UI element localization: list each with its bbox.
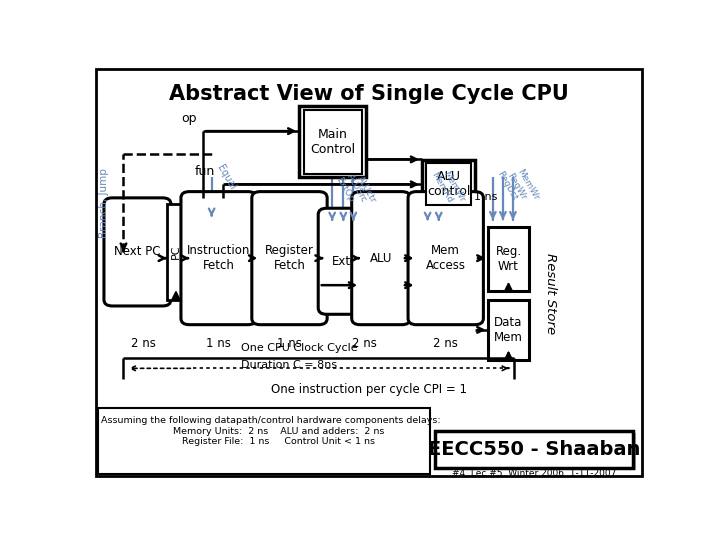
Text: Equal: Equal: [215, 163, 238, 192]
Text: fun: fun: [195, 165, 215, 178]
Text: Abstract View of Single Cycle CPU: Abstract View of Single Cycle CPU: [169, 84, 569, 104]
Text: One instruction per cycle CPI = 1: One instruction per cycle CPI = 1: [271, 383, 467, 396]
Text: 1 ns: 1 ns: [474, 192, 498, 202]
Text: op: op: [181, 112, 197, 125]
FancyBboxPatch shape: [426, 163, 471, 205]
FancyBboxPatch shape: [488, 300, 528, 360]
Text: #4  Lec #5  Winter 2006  1-11-2007: #4 Lec #5 Winter 2006 1-11-2007: [452, 469, 616, 477]
Text: Duration C = 8ns: Duration C = 8ns: [240, 360, 337, 370]
Text: RegWr: RegWr: [505, 172, 528, 202]
FancyBboxPatch shape: [435, 431, 633, 468]
Text: ExtOp: ExtOp: [334, 176, 356, 204]
Text: MemRd: MemRd: [430, 170, 454, 204]
Text: ALU
control: ALU control: [427, 170, 470, 198]
Text: Ext: Ext: [331, 255, 351, 268]
FancyBboxPatch shape: [104, 198, 171, 306]
Text: ALUctr: ALUctr: [356, 174, 378, 204]
FancyBboxPatch shape: [167, 204, 185, 300]
Text: Next PC: Next PC: [114, 245, 161, 259]
Text: 1 ns: 1 ns: [206, 337, 231, 350]
FancyBboxPatch shape: [99, 408, 431, 474]
Text: Instruction
Fetch: Instruction Fetch: [187, 244, 251, 272]
Text: Mem
Access: Mem Access: [426, 244, 466, 272]
FancyBboxPatch shape: [304, 110, 361, 174]
Text: ALUSrc: ALUSrc: [346, 172, 369, 204]
FancyBboxPatch shape: [488, 227, 528, 292]
Text: MemWr: MemWr: [441, 170, 466, 204]
Text: 2 ns: 2 ns: [352, 337, 377, 350]
FancyBboxPatch shape: [300, 106, 366, 177]
Text: PC: PC: [171, 245, 181, 259]
Text: One CPU Clock Cycle: One CPU Clock Cycle: [240, 343, 357, 353]
Text: 2 ns: 2 ns: [130, 337, 156, 350]
FancyBboxPatch shape: [422, 160, 475, 208]
FancyBboxPatch shape: [252, 192, 327, 325]
Text: Data
Mem: Data Mem: [494, 316, 523, 344]
Text: Assuming the following datapath/control hardware components delays:
     Memory : Assuming the following datapath/control …: [101, 416, 441, 446]
Text: Register
Fetch: Register Fetch: [265, 244, 314, 272]
Text: RegDst: RegDst: [495, 170, 519, 202]
Text: Branch, Jump: Branch, Jump: [99, 168, 109, 238]
Text: MemWr: MemWr: [516, 168, 540, 202]
Text: 2 ns: 2 ns: [433, 337, 458, 350]
Text: Reg.
Wrt: Reg. Wrt: [495, 245, 521, 273]
FancyBboxPatch shape: [438, 433, 636, 470]
Text: ALU: ALU: [370, 252, 392, 265]
Text: Result Store: Result Store: [544, 253, 557, 334]
FancyBboxPatch shape: [351, 192, 410, 325]
Text: Main
Control: Main Control: [310, 128, 355, 156]
FancyBboxPatch shape: [181, 192, 256, 325]
FancyBboxPatch shape: [408, 192, 483, 325]
Text: 1 ns: 1 ns: [277, 337, 302, 350]
Text: EECC550 - Shaaban: EECC550 - Shaaban: [428, 440, 640, 459]
FancyBboxPatch shape: [318, 208, 364, 314]
